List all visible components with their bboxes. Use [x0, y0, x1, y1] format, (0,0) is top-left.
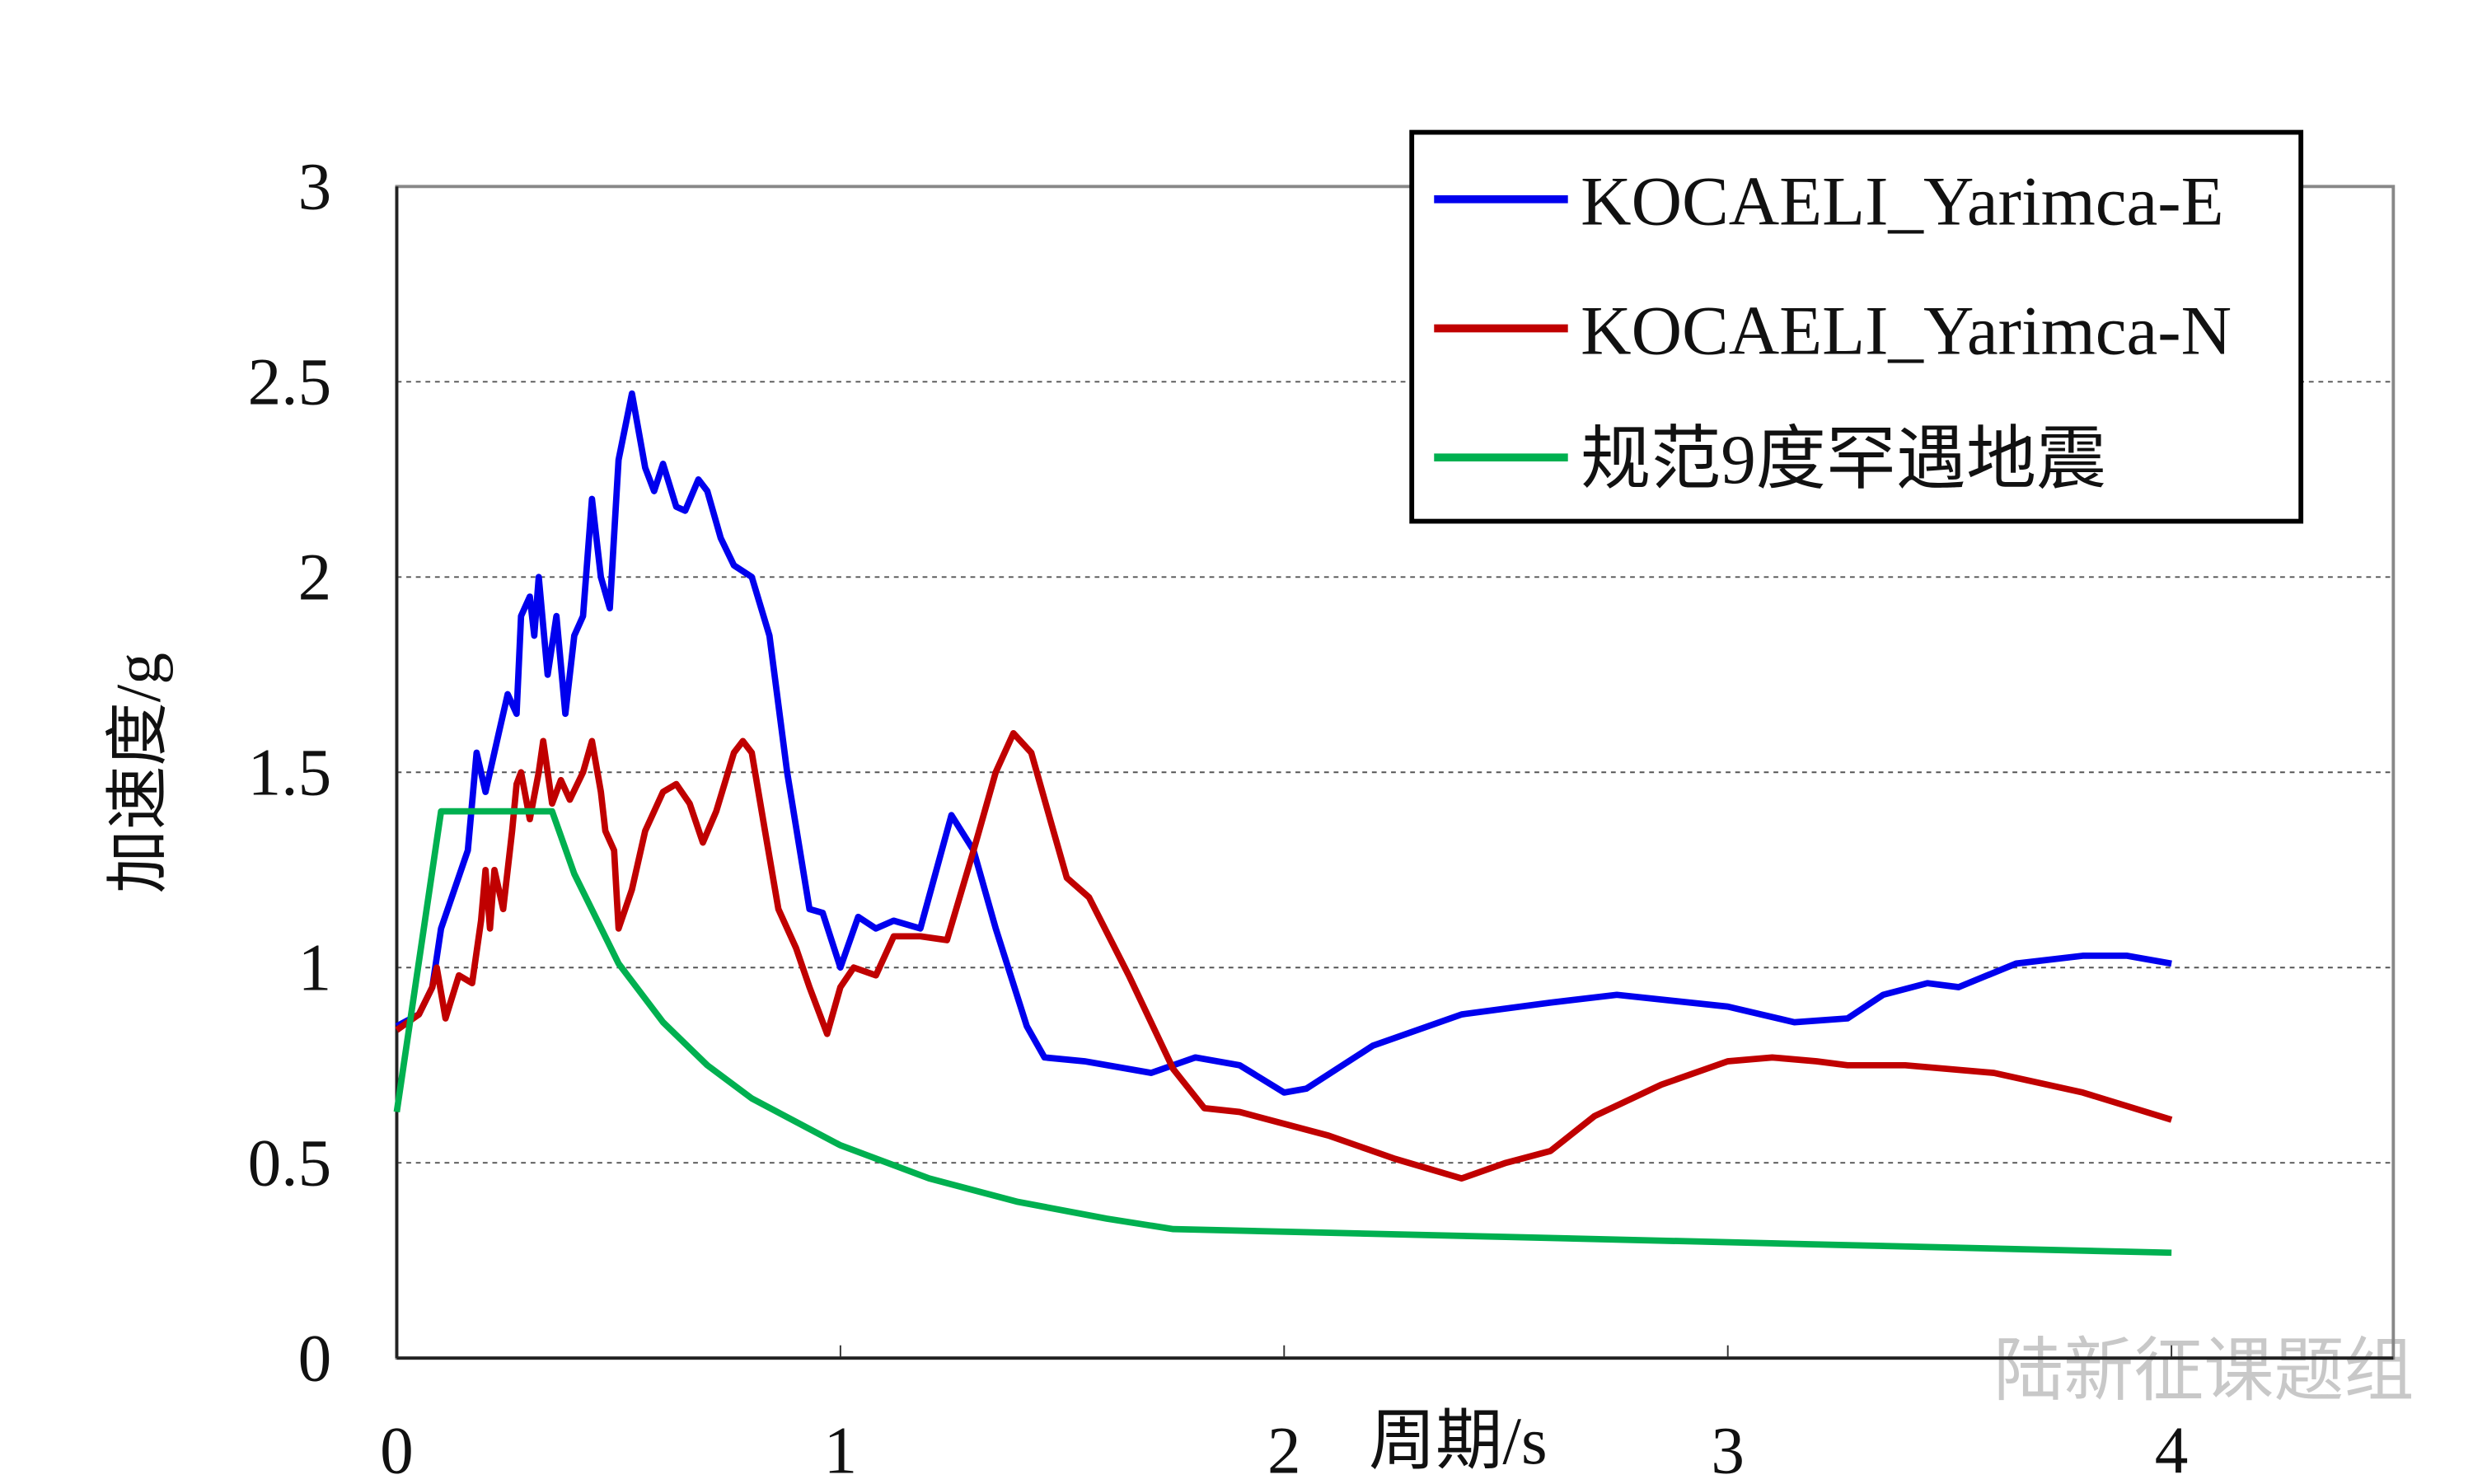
y-tick-label: 1.5 — [248, 735, 332, 809]
legend-label: 规范9度罕遇地震 — [1581, 421, 2106, 499]
series-line — [393, 808, 2172, 1257]
series-line — [395, 390, 2172, 1096]
x-axis-label: 周期/s — [1369, 1404, 1548, 1478]
legend-label: KOCAELI_Yarimca-N — [1581, 292, 2232, 369]
y-tick-label: 2 — [298, 540, 332, 614]
x-tick-label: 3 — [1711, 1413, 1745, 1484]
legend: KOCAELI_Yarimca-E KOCAELI_Yarimca-N 规范9度罕遇… — [1409, 129, 2304, 524]
x-tick-label: 2 — [1267, 1413, 1301, 1484]
y-tick-label: 2.5 — [248, 344, 332, 419]
y-axis-label: 加速度/g — [102, 653, 173, 893]
y-tick-label: 1 — [298, 930, 332, 1004]
y-tick-label: 3 — [298, 149, 332, 223]
x-tick-label: 4 — [2155, 1413, 2189, 1484]
x-tick-label: 1 — [824, 1413, 858, 1484]
watermark: 陆新征课题组 — [1993, 1333, 2414, 1411]
x-tick-label: 0 — [380, 1413, 414, 1484]
y-tick-label: 0 — [298, 1321, 332, 1395]
y-tick-label: 0.5 — [248, 1126, 332, 1200]
series-line — [395, 729, 2173, 1182]
legend-label: KOCAELI_Yarimca-E — [1581, 163, 2223, 241]
